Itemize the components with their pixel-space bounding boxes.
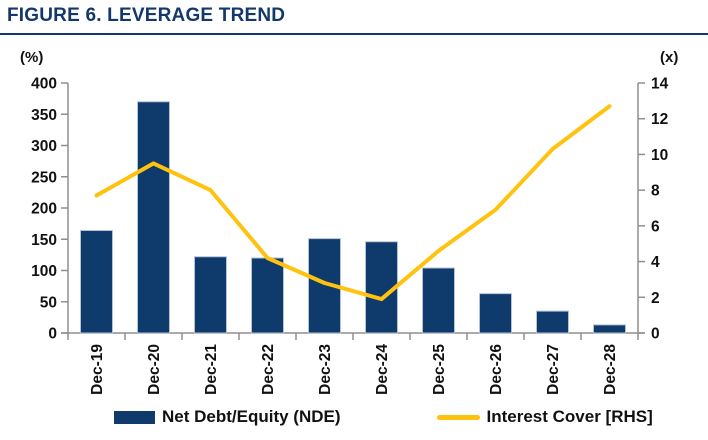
x-label-Dec-27: Dec-27 (545, 344, 562, 395)
bar-Dec-20 (137, 101, 170, 334)
x-label-Dec-23: Dec-23 (317, 344, 334, 395)
legend-label-interest-cover: Interest Cover [RHS] (486, 407, 653, 426)
x-label-Dec-21: Dec-21 (203, 344, 220, 395)
left-axis-unit-label: (%) (20, 49, 44, 66)
right-tick-label: 8 (651, 183, 660, 200)
right-tick-label: 2 (651, 290, 660, 307)
left-tick-label: 50 (40, 294, 57, 311)
right-tick-label: 4 (651, 254, 660, 271)
left-tick-label: 200 (31, 201, 57, 218)
right-tick-label: 10 (651, 147, 668, 164)
line-swatch-icon (436, 414, 480, 420)
bar-Dec-24 (365, 241, 398, 334)
legend-label-nde: Net Debt/Equity (NDE) (162, 407, 341, 426)
left-tick-label: 250 (31, 169, 57, 186)
x-label-Dec-26: Dec-26 (488, 344, 505, 395)
right-tick-label: 12 (651, 111, 668, 128)
bar-Dec-28 (593, 324, 626, 334)
bar-Dec-26 (479, 293, 512, 334)
left-tick-label: 0 (48, 326, 57, 343)
bar-swatch-icon (114, 410, 155, 424)
right-tick-label: 0 (651, 326, 660, 343)
left-tick-label: 300 (31, 138, 57, 155)
right-tick-label: 14 (651, 76, 669, 93)
left-tick-label: 400 (31, 76, 57, 93)
interest-cover-line (94, 104, 612, 302)
right-tick-label: 6 (651, 218, 660, 235)
x-label-Dec-24: Dec-24 (374, 344, 391, 395)
title-underline (0, 33, 708, 35)
bar-Dec-19 (80, 230, 113, 334)
x-label-Dec-28: Dec-28 (602, 344, 619, 395)
bar-Dec-27 (536, 310, 569, 334)
x-label-Dec-20: Dec-20 (146, 344, 163, 395)
chart-canvas: 400 350 300 250 200 150 100 50 0 14 12 10 8 6 4 2 0 Dec-1… (31, 76, 669, 395)
bar-Dec-22 (251, 257, 284, 334)
x-label-Dec-19: Dec-19 (89, 344, 106, 395)
chart-legend: Net Debt/Equity (NDE) Interest Cover [RH… (0, 407, 708, 427)
figure-title: FIGURE 6. LEVERAGE TREND (7, 5, 286, 26)
legend-item-nde: Net Debt/Equity (NDE) (114, 407, 341, 427)
x-label-Dec-25: Dec-25 (431, 344, 448, 395)
left-tick-label: 150 (31, 232, 57, 249)
left-tick-label: 100 (31, 263, 57, 280)
right-axis-unit-label: (x) (660, 49, 679, 66)
left-tick-label: 350 (31, 107, 57, 124)
legend-item-interest-cover: Interest Cover [RHS] (436, 407, 653, 427)
bar-Dec-25 (422, 267, 455, 334)
bar-Dec-21 (194, 256, 227, 334)
x-label-Dec-22: Dec-22 (260, 344, 277, 395)
